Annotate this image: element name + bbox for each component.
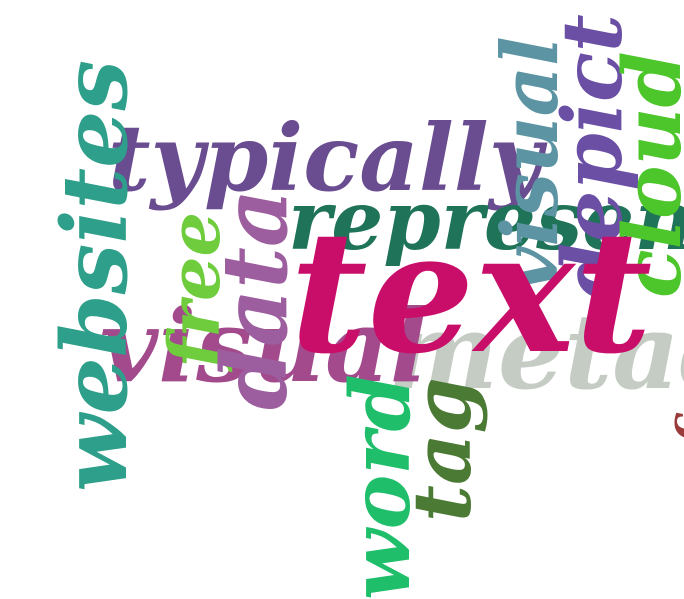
word-data: data bbox=[202, 188, 308, 410]
word-typically: typically bbox=[108, 104, 543, 212]
word-represent: represent bbox=[288, 173, 684, 269]
word-text: text bbox=[290, 193, 653, 391]
word-metadata: metadata bbox=[388, 290, 684, 413]
word-c-partial: c bbox=[656, 412, 684, 440]
word-websites: websites bbox=[42, 59, 148, 492]
word-word: word bbox=[333, 374, 429, 599]
word-visual-horizontal: visual bbox=[100, 287, 428, 405]
